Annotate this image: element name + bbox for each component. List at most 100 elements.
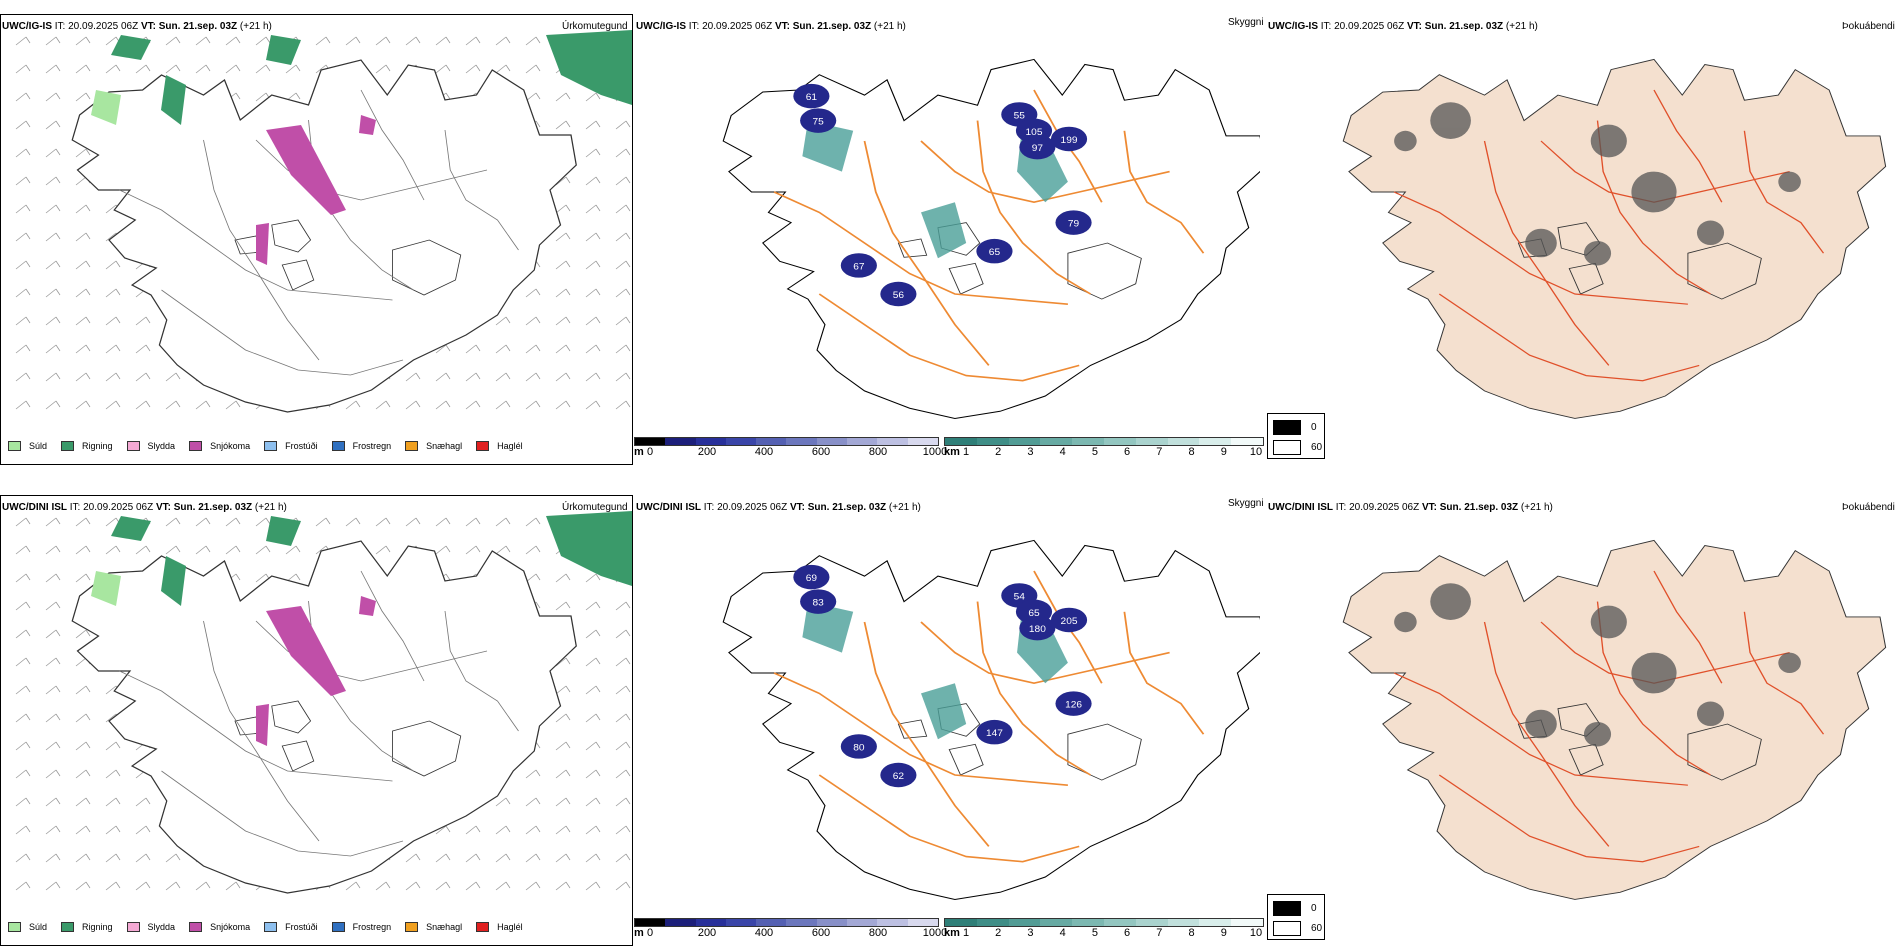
wind-barb — [165, 853, 177, 863]
legend-label: Frostúði — [285, 441, 318, 451]
wind-barb — [465, 545, 477, 555]
wind-barb — [105, 344, 117, 354]
wind-barb-flag — [55, 344, 61, 352]
visibility-iceland: 61 75 67 56 55 97 79 65 199 105 — [722, 58, 1260, 419]
wind-barb — [615, 853, 627, 863]
legend-item: Haglél — [476, 922, 523, 932]
colorbar-tick: 6 — [1124, 446, 1131, 458]
wind-barb — [615, 148, 627, 158]
wind-barb — [525, 372, 537, 382]
visibility-unit: km — [944, 446, 960, 458]
cloud-areas — [1394, 583, 1801, 747]
precip-type-map — [15, 30, 632, 413]
wind-barb-flag — [535, 769, 541, 777]
valid-time-label: VT: — [155, 502, 171, 513]
legend-label: Slydda — [147, 441, 176, 451]
wind-barb-flag — [85, 713, 91, 721]
wind-barb-flag — [565, 204, 571, 212]
road-line — [161, 770, 404, 857]
wind-barb — [45, 344, 57, 354]
wind-barb — [105, 713, 117, 723]
colorbar-tick: 7 — [1156, 446, 1163, 458]
colorbar-tick: 7 — [1156, 927, 1163, 939]
wind-barb-flag — [145, 881, 151, 889]
wind-barb-flag — [55, 120, 61, 128]
wind-barb — [105, 769, 117, 779]
wind-barb-flag — [625, 601, 631, 609]
wind-barb-flag — [145, 853, 151, 861]
wind-barb-flag — [625, 769, 631, 777]
wind-barb-flag — [55, 881, 61, 889]
wind-barb-flag — [175, 881, 181, 889]
road-line — [255, 139, 488, 201]
wind-barb-flag — [55, 400, 61, 408]
cloud-blob — [1696, 701, 1725, 727]
wind-barb-flag — [625, 232, 631, 240]
wind-barb — [615, 288, 627, 298]
wind-barb — [435, 545, 447, 555]
wind-barb — [195, 881, 207, 891]
visibility-map: 61 75 67 56 55 97 79 65 199 105 — [722, 58, 1260, 419]
panel-3-name: Þokuábendi — [1842, 502, 1895, 513]
wind-barb-flag — [25, 573, 31, 581]
init-time: IT: 20.09.2025 06Z — [1320, 21, 1405, 32]
wind-barb — [15, 657, 27, 667]
precip-type-map — [15, 511, 632, 894]
wind-barb-flag — [385, 64, 391, 72]
wind-barb-flag — [145, 545, 151, 553]
wind-barb-flag — [505, 797, 511, 805]
wind-barb-flag — [55, 713, 61, 721]
iceland-coastline — [1342, 539, 1887, 900]
wind-barb — [525, 316, 537, 326]
wind-barb — [15, 92, 27, 102]
wind-barb — [75, 92, 87, 102]
height-colorbar-bar — [634, 918, 939, 927]
wind-barb-flag — [535, 573, 541, 581]
colorbar-tick: 2 — [995, 927, 1002, 939]
wind-barb — [195, 64, 207, 74]
wind-barb — [555, 601, 567, 611]
wind-barb-flag — [595, 120, 601, 128]
wind-barb-flag — [235, 64, 241, 72]
wind-barb — [495, 316, 507, 326]
snow-depth-blob — [976, 238, 1013, 264]
wind-barb-flag — [445, 517, 451, 525]
wind-barb-flag — [25, 545, 31, 553]
wind-barb — [105, 741, 117, 751]
wind-barb-flag — [445, 372, 451, 380]
wind-barb — [615, 657, 627, 667]
wind-barb-flag — [295, 545, 301, 553]
init-time: IT: 20.09.2025 06Z — [1335, 502, 1420, 513]
wind-barb-flag — [535, 517, 541, 525]
wind-barb-flag — [625, 853, 631, 861]
wind-barb-flag — [565, 288, 571, 296]
wind-barb-flag — [565, 120, 571, 128]
wind-barb — [585, 713, 597, 723]
legend-label: Snæhagl — [426, 441, 463, 451]
wind-barb-flag — [265, 545, 271, 553]
wind-barb-flag — [115, 853, 121, 861]
wind-barb — [45, 64, 57, 74]
wind-barb-flag — [205, 36, 211, 44]
wind-barb — [45, 741, 57, 751]
wind-barb-flag — [55, 232, 61, 240]
wind-barb — [495, 797, 507, 807]
wind-barb — [75, 36, 87, 46]
cloud-blob — [1583, 240, 1612, 266]
wind-barb — [525, 545, 537, 555]
glacier-outline — [281, 259, 315, 291]
wind-barb — [75, 769, 87, 779]
wind-barb — [285, 545, 297, 555]
road-line — [1653, 89, 1723, 203]
wind-barb-flag — [445, 825, 451, 833]
wind-barb-flag — [625, 713, 631, 721]
wind-barb-flag — [85, 741, 91, 749]
cloud-blob — [1631, 652, 1677, 694]
wind-barb — [495, 400, 507, 410]
wind-barb-flag — [85, 260, 91, 268]
wind-barb-flag — [565, 601, 571, 609]
wind-barb-flag — [505, 344, 511, 352]
rain-area — [546, 30, 632, 105]
wind-barb-flag — [595, 573, 601, 581]
wind-barb-flag — [565, 741, 571, 749]
